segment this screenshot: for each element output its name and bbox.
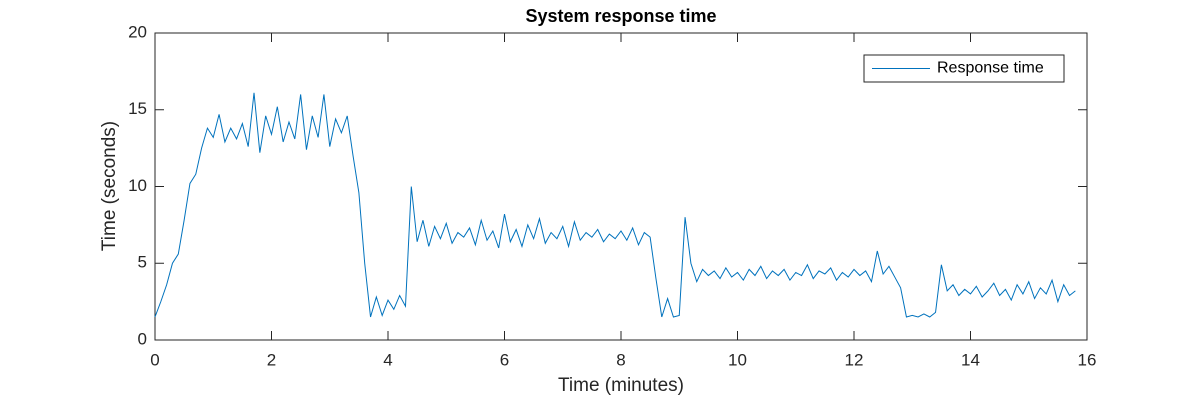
x-tick-label: 4 (383, 350, 392, 369)
y-tick-label: 0 (138, 329, 147, 348)
x-tick-label: 6 (500, 350, 509, 369)
x-tick-label: 10 (728, 350, 747, 369)
data-line (154, 92, 1076, 318)
x-tick-label: 14 (961, 350, 980, 369)
x-tick-label: 0 (150, 350, 159, 369)
x-axis-label: Time (minutes) (558, 375, 684, 396)
x-tick-label: 16 (1078, 350, 1097, 369)
y-tick-label: 20 (128, 22, 147, 41)
x-tick-label: 12 (845, 350, 864, 369)
y-axis-label: Time (seconds) (99, 121, 120, 251)
legend-label: Response time (937, 60, 1044, 77)
chart-title: System response time (525, 6, 716, 26)
y-tick-label: 15 (128, 99, 147, 118)
y-tick-label: 5 (138, 253, 147, 272)
x-tick-label: 2 (267, 350, 276, 369)
x-tick-label: 8 (616, 350, 625, 369)
y-tick-label: 10 (128, 176, 147, 195)
